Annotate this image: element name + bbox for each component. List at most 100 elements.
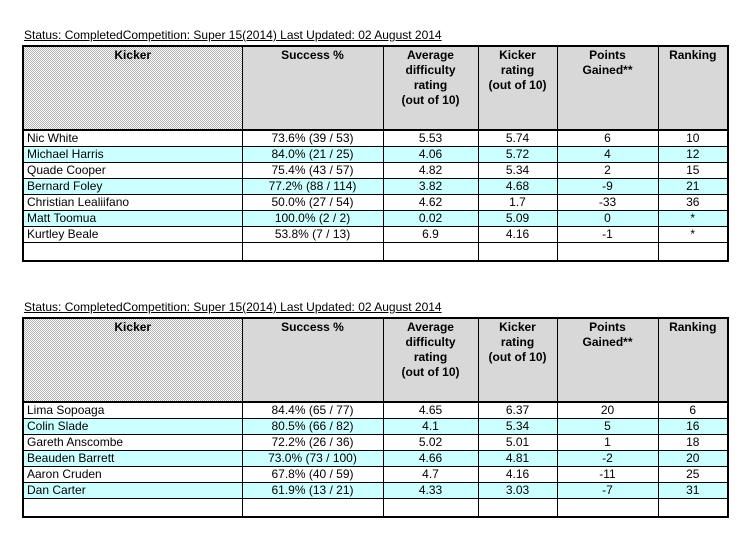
- table-row: Gareth Anscombe 72.2% (26 / 36) 5.02 5.01 1 1…: [22, 433, 729, 451]
- table-row: Nic White 73.6% (39 / 53) 5.53 5.74 6 10: [22, 129, 729, 147]
- ranking-cell: 6: [657, 401, 729, 419]
- ranking-cell: 25: [657, 465, 729, 483]
- avg-difficulty-cell: 4.06: [382, 145, 479, 163]
- kicker-rating-cell: [477, 497, 558, 518]
- avg-difficulty-cell: [382, 497, 479, 518]
- ranking-cell: 31: [657, 481, 729, 499]
- kicker-name-cell: [22, 497, 243, 518]
- column-header-kicker: Kicker: [22, 317, 243, 403]
- success-pct-cell: 53.8% (7 / 13): [241, 225, 384, 243]
- kicker-name-cell: Michael Harris: [22, 145, 243, 163]
- kicker-table-2: Kicker Success % Average difficulty rating…: [22, 317, 729, 518]
- kicker-name-cell: Kurtley Beale: [22, 225, 243, 243]
- table-row: Michael Harris 84.0% (21 / 25) 4.06 5.72 4 12: [22, 145, 729, 163]
- success-pct-cell: 73.0% (73 / 100): [241, 449, 384, 467]
- points-gained-cell: 2: [556, 161, 659, 179]
- ranking-cell: 20: [657, 449, 729, 467]
- table-row: Matt Toomua 100.0% (2 / 2) 0.02 5.09 0 *: [22, 209, 729, 227]
- kicker-name-cell: Christian Lealiifano: [22, 193, 243, 211]
- success-pct-cell: 50.0% (27 / 54): [241, 193, 384, 211]
- avg-difficulty-cell: 0.02: [382, 209, 479, 227]
- kicker-name-cell: Nic White: [22, 129, 243, 147]
- kicker-rating-cell: 4.68: [477, 177, 558, 195]
- kicker-rating-cell: 6.37: [477, 401, 558, 419]
- points-gained-cell: -2: [556, 449, 659, 467]
- points-gained-cell: -9: [556, 177, 659, 195]
- ranking-cell: 36: [657, 193, 729, 211]
- success-pct-cell: 80.5% (66 / 82): [241, 417, 384, 435]
- points-gained-cell: -1: [556, 225, 659, 243]
- ranking-cell: [657, 241, 729, 262]
- success-pct-cell: 73.6% (39 / 53): [241, 129, 384, 147]
- table-row: Lima Sopoaga 84.4% (65 / 77) 4.65 6.37 20 6: [22, 401, 729, 419]
- column-header-kicker-rating: Kicker rating (out of 10): [477, 317, 558, 403]
- column-header-success-pct: Success %: [241, 317, 384, 403]
- column-header-success-pct: Success %: [241, 45, 384, 131]
- kicker-name-cell: Matt Toomua: [22, 209, 243, 227]
- success-pct-cell: 77.2% (88 / 114): [241, 177, 384, 195]
- empty-row: [22, 497, 729, 518]
- avg-difficulty-cell: 4.66: [382, 449, 479, 467]
- points-gained-cell: -33: [556, 193, 659, 211]
- avg-difficulty-cell: 4.65: [382, 401, 479, 419]
- kicker-rating-cell: 5.72: [477, 145, 558, 163]
- ranking-cell: *: [657, 209, 729, 227]
- success-pct-cell: 61.9% (13 / 21): [241, 481, 384, 499]
- success-pct-cell: 84.0% (21 / 25): [241, 145, 384, 163]
- avg-difficulty-cell: 4.33: [382, 481, 479, 499]
- ranking-cell: 21: [657, 177, 729, 195]
- points-gained-cell: 4: [556, 145, 659, 163]
- column-header-kicker-rating: Kicker rating (out of 10): [477, 45, 558, 131]
- success-pct-cell: 75.4% (43 / 57): [241, 161, 384, 179]
- table-row: Christian Lealiifano 50.0% (27 / 54) 4.62 1…: [22, 193, 729, 211]
- spacer: [22, 262, 727, 300]
- table-row: Quade Cooper 75.4% (43 / 57) 4.82 5.34 2 15: [22, 161, 729, 179]
- kicker-rating-cell: 5.34: [477, 161, 558, 179]
- ranking-cell: 18: [657, 433, 729, 451]
- points-gained-cell: 5: [556, 417, 659, 435]
- kicker-name-cell: Quade Cooper: [22, 161, 243, 179]
- points-gained-cell: -11: [556, 465, 659, 483]
- column-header-kicker: Kicker: [22, 45, 243, 131]
- kicker-rating-cell: 4.16: [477, 225, 558, 243]
- table-row: Dan Carter 61.9% (13 / 21) 4.33 3.03 -7 31: [22, 481, 729, 499]
- avg-difficulty-cell: 5.02: [382, 433, 479, 451]
- avg-difficulty-cell: [382, 241, 479, 262]
- avg-difficulty-cell: 3.82: [382, 177, 479, 195]
- kicker-rating-cell: 5.34: [477, 417, 558, 435]
- empty-row: [22, 241, 729, 262]
- kicker-name-cell: Bernard Foley: [22, 177, 243, 195]
- kicker-name-cell: [22, 241, 243, 262]
- kicker-name-cell: Gareth Anscombe: [22, 433, 243, 451]
- success-pct-cell: 67.8% (40 / 59): [241, 465, 384, 483]
- header-row: Kicker Success % Average difficulty rating…: [22, 45, 729, 131]
- column-header-points-gained: Points Gained**: [556, 317, 659, 403]
- status-line-2: Status: CompletedCompetition: Super 15(2…: [24, 300, 442, 314]
- points-gained-cell: 20: [556, 401, 659, 419]
- avg-difficulty-cell: 4.1: [382, 417, 479, 435]
- kicker-name-cell: Aaron Cruden: [22, 465, 243, 483]
- column-header-ranking: Ranking: [657, 45, 729, 131]
- table-row: Bernard Foley 77.2% (88 / 114) 3.82 4.68 -9 2…: [22, 177, 729, 195]
- header-row: Kicker Success % Average difficulty rating…: [22, 317, 729, 403]
- column-header-avg-difficulty-rating: Average difficulty rating (out of 10): [382, 45, 479, 131]
- success-pct-cell: [241, 241, 384, 262]
- status-line-1: Status: CompletedCompetition: Super 15(2…: [24, 28, 442, 42]
- table-row: Aaron Cruden 67.8% (40 / 59) 4.7 4.16 -11 25: [22, 465, 729, 483]
- kicker-name-cell: Beauden Barrett: [22, 449, 243, 467]
- avg-difficulty-cell: 6.9: [382, 225, 479, 243]
- kicker-rating-cell: 5.09: [477, 209, 558, 227]
- kicker-rating-cell: 5.01: [477, 433, 558, 451]
- ranking-cell: 12: [657, 145, 729, 163]
- success-pct-cell: 72.2% (26 / 36): [241, 433, 384, 451]
- ranking-cell: *: [657, 225, 729, 243]
- avg-difficulty-cell: 4.7: [382, 465, 479, 483]
- success-pct-cell: 100.0% (2 / 2): [241, 209, 384, 227]
- success-pct-cell: 84.4% (65 / 77): [241, 401, 384, 419]
- column-header-avg-difficulty-rating: Average difficulty rating (out of 10): [382, 317, 479, 403]
- points-gained-cell: [556, 241, 659, 262]
- ranking-cell: 15: [657, 161, 729, 179]
- ranking-cell: 10: [657, 129, 729, 147]
- kicker-name-cell: Dan Carter: [22, 481, 243, 499]
